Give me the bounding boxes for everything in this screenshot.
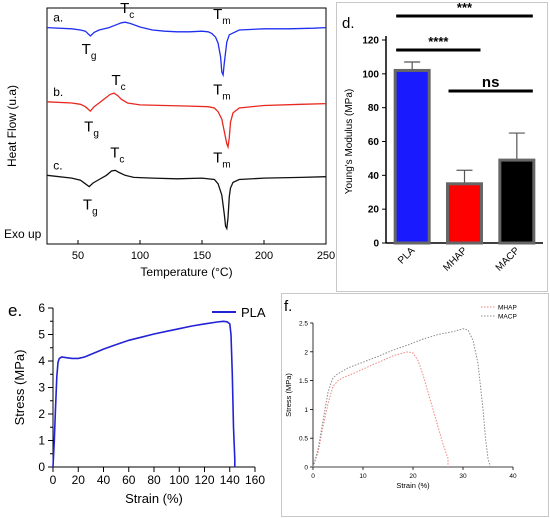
x-tick-label: 40: [509, 473, 517, 480]
y-tick-label: 1: [304, 407, 308, 414]
x-tick-label: 150: [193, 250, 211, 262]
x-tick-label: 50: [72, 250, 84, 262]
plot-frame: [46, 7, 327, 245]
pla-stress-strain-panel: e. 0 1 2 3 4 5 6 0 20 40 60 80 100 120 140 160 Strain (%)…: [0, 292, 280, 518]
transition-label-c: Tc: [110, 145, 124, 166]
x-tick-label: 140: [220, 473, 240, 487]
y-tick-label: 2: [304, 349, 308, 356]
y-tick-label: 6: [38, 301, 45, 315]
significance-label: ****: [428, 34, 449, 49]
transition-label-m: Tm: [213, 150, 231, 171]
x-axis-label: Temperature (°C): [140, 265, 232, 279]
legend-label: MHAP: [498, 305, 517, 312]
dsc-curve-c: [46, 169, 327, 231]
y-tick-label: 2: [38, 407, 45, 421]
transition-label-c: Tc: [111, 72, 125, 93]
category-label: PLA: [396, 245, 417, 266]
composite-stress-strain-chart: f. 0 0.5 1 1.5 2 2.5 0 10 20 30 40 Strain (%) Stress …: [284, 298, 517, 490]
curve-label-b: b.: [53, 85, 63, 99]
x-tick-label: 40: [97, 473, 111, 487]
curve-macp: [312, 328, 491, 468]
transition-label-m: Tm: [213, 81, 231, 102]
y-tick-label: 0: [373, 239, 379, 250]
x-tick-label: 100: [169, 473, 189, 487]
bar-mhap: [446, 182, 483, 245]
panel-label: e.: [8, 301, 22, 320]
dsc-chart-panel: 50 100 150 200 250 Temperature (°C) Heat Flow …: [0, 0, 340, 290]
y-axis-label: Stress (MPa): [12, 350, 27, 426]
transition-label-g: Tg: [83, 196, 98, 217]
y-tick-label: 100: [362, 69, 379, 80]
y-tick-label: 0: [38, 460, 45, 474]
dsc-curve-b: [46, 92, 327, 150]
composite-chart-frame: [281, 293, 549, 517]
transition-label-c: Tc: [120, 0, 134, 21]
y-tick-label: 4: [38, 354, 45, 368]
x-tick-label: 200: [255, 250, 273, 262]
y-axis-label: Heat Flow (u.a): [5, 85, 19, 167]
panel-label: d.: [342, 15, 355, 32]
y-tick-label: 1: [38, 434, 45, 448]
bar-macp: [498, 158, 536, 245]
x-tick-label: 10: [359, 473, 367, 480]
curve-label-a: a.: [53, 11, 63, 25]
composite-stress-strain-panel: f. 0 0.5 1 1.5 2 2.5 0 10 20 30 40 Strain (%) Stress …: [281, 293, 549, 517]
y-tick-label: 20: [368, 205, 380, 216]
y-tick-label: 40: [368, 171, 380, 182]
y-tick-label: 3: [38, 381, 45, 395]
y-tick-label: 0: [304, 465, 308, 472]
x-tick-label: 60: [122, 473, 136, 487]
transition-label-g: Tg: [84, 118, 99, 139]
modulus-bar-chart: d. 0 20 40 60 80 100 120 Young's Modulus (MPa) PL…: [342, 0, 543, 274]
category-label: MACP: [494, 245, 522, 273]
curve-mhap: [312, 351, 449, 468]
y-tick-label: 60: [368, 137, 380, 148]
x-tick-label: 30: [459, 473, 467, 480]
x-tick-label: 100: [131, 250, 149, 262]
x-axis-label: Strain (%): [396, 481, 430, 490]
panel-label: f.: [284, 298, 292, 315]
y-tick-label: 0.5: [299, 436, 308, 443]
transition-label-m: Tm: [213, 6, 231, 27]
legend-label: PLA: [241, 305, 266, 320]
legend-label: MACP: [498, 314, 517, 321]
category-label: MHAP: [441, 245, 469, 273]
x-tick-label: 0: [311, 473, 315, 480]
dsc-chart: 50 100 150 200 250 Temperature (°C) Heat Flow …: [4, 0, 335, 279]
significance-label: ***: [457, 0, 473, 15]
curve-label-c: c.: [53, 158, 62, 172]
y-axis-label: Young's Modulus (MPa): [344, 89, 355, 194]
x-tick-label: 0: [50, 473, 57, 487]
y-tick-label: 80: [368, 103, 380, 114]
modulus-chart-frame: [336, 2, 548, 292]
y-axis-label: Stress (MPa): [284, 373, 293, 417]
x-tick-label: 20: [72, 473, 86, 487]
modulus-chart-panel: d. 0 20 40 60 80 100 120 Young's Modulus (MPa) PL…: [336, 0, 548, 292]
x-tick-label: 80: [147, 473, 161, 487]
significance-label: ns: [482, 74, 500, 91]
y-tick-label: 120: [362, 36, 379, 47]
x-tick-label: 120: [194, 473, 214, 487]
y-tick-label: 2.5: [299, 321, 308, 328]
pla-curve: [52, 320, 236, 468]
dsc-curve-a: [46, 21, 327, 78]
transition-label-g: Tg: [82, 41, 97, 62]
x-axis-label: Strain (%): [125, 491, 183, 506]
exo-up-label: Exo up: [4, 227, 42, 241]
y-tick-label: 5: [38, 328, 45, 342]
x-tick-label: 160: [245, 473, 265, 487]
bar-pla: [393, 68, 431, 245]
x-tick-label: 20: [409, 473, 417, 480]
y-tick-label: 1.5: [299, 378, 308, 385]
x-tick-label: 250: [317, 250, 335, 262]
